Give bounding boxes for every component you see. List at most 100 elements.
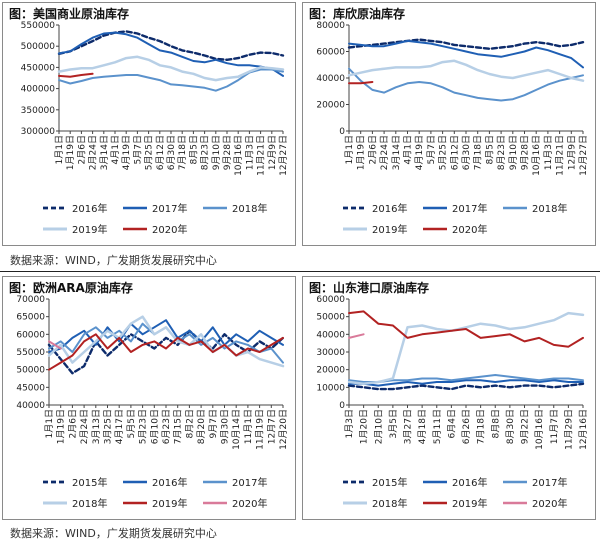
series-line [348, 39, 584, 69]
legend-label: 2016年 [152, 476, 187, 489]
x-tick-label: 12月16日 [578, 409, 589, 450]
legend-label: 2015年 [372, 476, 407, 489]
x-tick-label: 7月15日 [173, 409, 184, 444]
y-tick-label: 300000 [21, 127, 56, 137]
x-tick-label: 11月7日 [549, 409, 560, 444]
x-tick-label: 5月25日 [144, 135, 155, 170]
y-tick-label: 45000 [16, 383, 45, 393]
y-tick-label: 50000 [16, 366, 45, 376]
legend-label: 2017年 [532, 476, 567, 489]
y-tick-label: 40000 [316, 330, 345, 340]
x-tick-label: 11月21日 [555, 135, 566, 176]
x-tick-label: 11月3日 [244, 135, 255, 170]
series-line [48, 319, 284, 353]
x-tick-label: 5月25日 [438, 135, 449, 170]
x-tick-label: 2月10日 [373, 409, 384, 444]
chart-svg: 0 20000 40000 60000 80000 1月1日 1月19日 2月6日 2月24日 3… [316, 21, 589, 236]
x-tick-label: 8月2日 [184, 409, 195, 438]
chart-panel-cushing: 图：库欣原油库存 0 20000 40000 60000 80000 1月1日 1月19日 2… [302, 2, 596, 246]
y-tick-label: 450000 [21, 63, 56, 73]
x-tick-label: 12月27日 [578, 135, 589, 176]
source-note: 数据来源：WIND，广发期货发展研究中心 [10, 254, 217, 267]
y-tick-label: 500000 [21, 42, 56, 52]
x-tick-label: 9月10日 [508, 135, 519, 170]
series-line [48, 340, 62, 350]
x-tick-label: 3月13日 [91, 409, 102, 444]
chart-title: 图：山东港口原油库存 [309, 281, 430, 295]
legend-label: 2018年 [532, 202, 567, 215]
series-line [348, 81, 374, 85]
x-tick-label: 1月3日 [344, 409, 355, 438]
legend-label: 2020年 [152, 223, 187, 236]
y-tick-label: 400000 [21, 85, 56, 95]
series-line [347, 311, 585, 386]
x-tick-label: 4月17日 [114, 409, 125, 444]
x-tick-label: 12月9日 [566, 135, 577, 170]
series-line [57, 30, 285, 61]
y-tick-label: 65000 [16, 313, 45, 323]
x-tick-label: 5月5日 [126, 409, 137, 438]
x-tick-label: 7月18日 [473, 135, 484, 170]
source-note: 数据来源：WIND，广发期货发展研究中心 [10, 527, 217, 540]
x-tick-label: 11月3日 [543, 135, 554, 170]
series-line [348, 379, 584, 387]
chart-panel-ara: 图：欧洲ARA原油库存 40000 45000 50000 55000 60000 650… [2, 276, 296, 520]
y-tick-label: 350000 [21, 106, 56, 116]
x-tick-label: 11月19日 [255, 409, 266, 450]
y-tick-label: 40000 [16, 401, 45, 411]
x-tick-label: 6月30日 [461, 135, 472, 170]
x-tick-label: 11月29日 [563, 409, 574, 450]
x-tick-label: 7月18日 [177, 135, 188, 170]
series-line [58, 72, 94, 78]
x-tick-label: 11月1日 [243, 409, 254, 444]
x-tick-label: 6月30日 [166, 135, 177, 170]
x-tick-label: 9月22日 [520, 409, 531, 444]
y-tick-label: 60000 [16, 330, 45, 340]
x-tick-label: 9月30日 [220, 409, 231, 444]
series-line [348, 333, 365, 339]
y-tick-label: 20000 [316, 366, 345, 376]
legend-label: 2019年 [452, 497, 487, 510]
legend-label: 2018年 [372, 497, 407, 510]
x-tick-label: 1月19日 [56, 409, 67, 444]
x-tick-label: 6月4日 [446, 409, 457, 438]
legend-label: 2016年 [72, 202, 107, 215]
chart-svg: 300000 350000 400000 450000 500000 550000 1月1日… [21, 21, 289, 236]
x-tick-label: 9月28日 [222, 135, 233, 170]
y-tick-label: 50000 [316, 313, 345, 323]
y-tick-label: 60000 [316, 295, 345, 305]
x-tick-label: 4月19日 [414, 135, 425, 170]
x-tick-label: 2月24日 [79, 409, 90, 444]
x-tick-label: 8月5日 [484, 135, 495, 164]
x-tick-label: 8月20日 [196, 409, 207, 444]
x-tick-label: 8月8日 [490, 409, 501, 438]
x-tick-label: 8月5日 [188, 135, 199, 164]
x-tick-label: 8月23日 [200, 135, 211, 170]
series-line [57, 55, 285, 82]
series-line [47, 315, 285, 368]
series-line [58, 68, 284, 92]
legend-label: 2016年 [452, 476, 487, 489]
series-line [48, 333, 284, 371]
x-tick-label: 11月21日 [256, 135, 267, 176]
x-tick-label: 2月6日 [76, 135, 87, 164]
x-tick-label: 3月25日 [103, 409, 114, 444]
x-tick-label: 8月23日 [496, 135, 507, 170]
x-tick-label: 6月12日 [449, 135, 460, 170]
legend-label: 2017年 [152, 202, 187, 215]
x-tick-label: 12月9日 [267, 135, 278, 170]
legend-label: 2016年 [372, 202, 407, 215]
y-tick-label: 80000 [316, 21, 345, 31]
series-line [348, 67, 584, 102]
x-tick-label: 3月14日 [99, 135, 110, 170]
series-line [48, 322, 284, 364]
legend-label: 2017年 [452, 202, 487, 215]
x-tick-label: 6月26日 [461, 409, 472, 444]
legend-label: 2019年 [72, 223, 107, 236]
x-tick-label: 4月1日 [110, 135, 121, 164]
x-tick-label: 6月10日 [149, 409, 160, 444]
series-line [348, 310, 584, 348]
y-tick-label: 70000 [16, 295, 45, 305]
legend-label: 2018年 [72, 497, 107, 510]
x-tick-label: 9月10日 [211, 135, 222, 170]
